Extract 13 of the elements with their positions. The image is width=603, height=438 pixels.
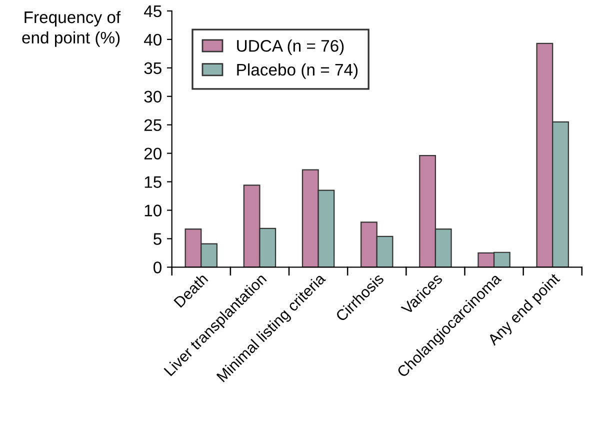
legend-label: UDCA (n = 76) (237, 40, 344, 56)
y-tick-label: 30 (144, 90, 162, 103)
y-tick-label: 5 (154, 233, 162, 245)
y-tick-label: 10 (144, 204, 162, 216)
y-tick-label: 45 (144, 6, 162, 18)
y-axis-title: Frequency of end point (%) (22, 10, 121, 47)
y-tick-label: 35 (144, 62, 162, 74)
y-tick-label: 15 (144, 176, 162, 188)
y-tick-label: 25 (144, 119, 162, 132)
y-tick-label: 40 (144, 34, 162, 46)
y-tick-label: 20 (144, 148, 162, 160)
legend-label: Placebo (n = 74) (237, 63, 358, 79)
y-tick-label: 0 (154, 262, 162, 274)
